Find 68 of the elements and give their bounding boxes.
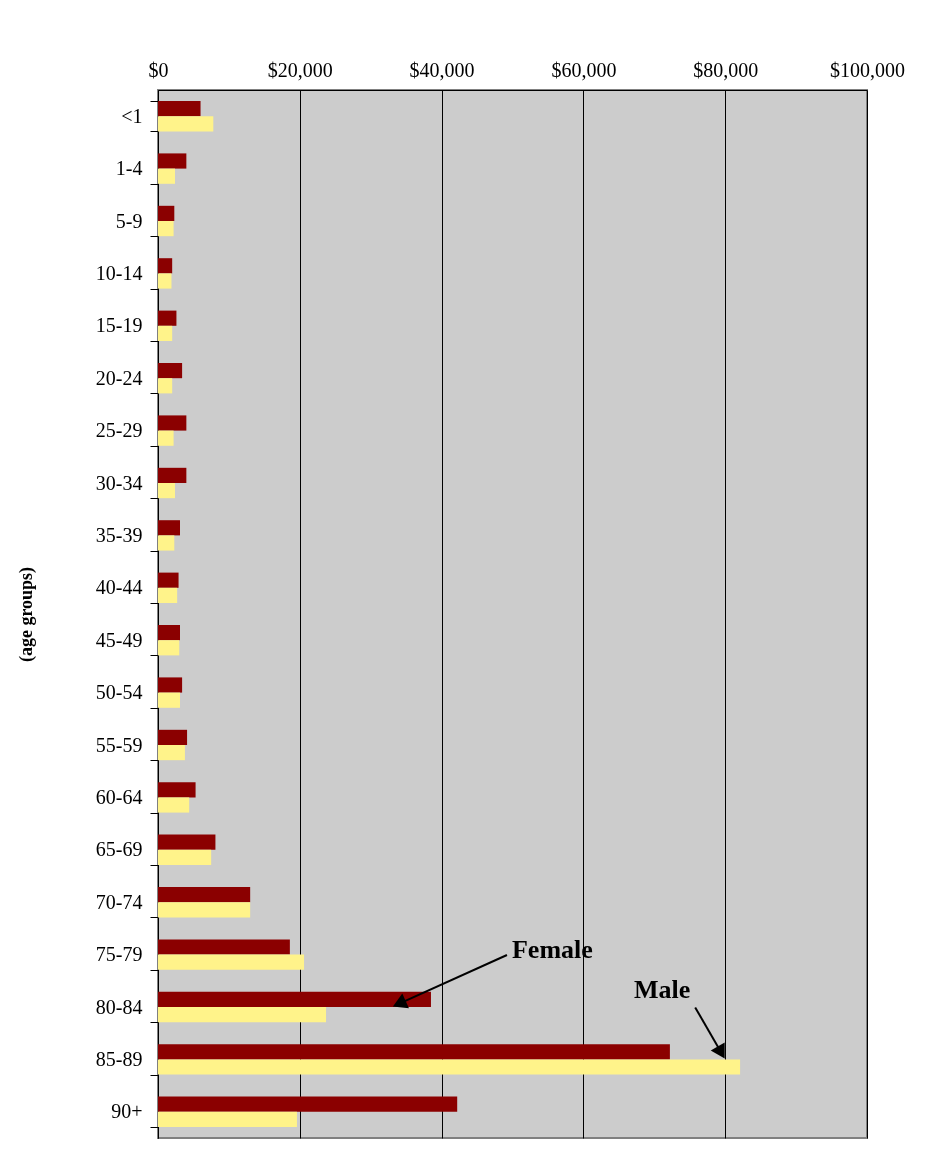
- y-tick-label: 55-59: [95, 733, 143, 756]
- bar: [158, 520, 180, 536]
- bar: [158, 849, 212, 865]
- bar: [158, 415, 187, 431]
- bar: [158, 535, 175, 551]
- bar: [158, 1059, 741, 1075]
- bar: [158, 887, 251, 903]
- y-tick-label: 50-54: [95, 681, 143, 704]
- bar: [158, 101, 201, 117]
- x-tick-label: $80,000: [693, 58, 759, 81]
- bar: [158, 273, 172, 289]
- bar: [158, 363, 183, 379]
- y-axis-title: (age groups): [15, 566, 37, 663]
- y-tick-label: 5-9: [115, 209, 143, 232]
- bar: [158, 939, 290, 955]
- bar: [158, 745, 185, 761]
- bar: [158, 310, 177, 326]
- bar: [158, 692, 180, 708]
- bar: [158, 153, 187, 169]
- y-tick-label: 65-69: [95, 838, 143, 861]
- y-tick-label: 20-24: [95, 366, 143, 389]
- bar: [158, 116, 214, 132]
- bar: [158, 782, 196, 798]
- bar: [158, 954, 305, 970]
- bar: [158, 168, 176, 184]
- y-tick-label: 75-79: [95, 943, 143, 966]
- bar: [158, 378, 173, 394]
- x-tick-label: $20,000: [267, 58, 333, 81]
- y-tick-label: 60-64: [95, 785, 143, 808]
- bar: [158, 587, 178, 603]
- bar: [158, 640, 180, 656]
- x-tick-label: $100,000: [830, 58, 905, 81]
- bar: [158, 991, 431, 1007]
- y-tick-label: 30-34: [95, 471, 143, 494]
- bar: [158, 797, 190, 813]
- y-tick-label: 40-44: [95, 576, 143, 599]
- bar: [158, 483, 176, 499]
- bar: [158, 902, 251, 918]
- y-tick-label: 90+: [111, 1100, 143, 1123]
- x-tick-label: $40,000: [409, 58, 475, 81]
- bar: [158, 729, 188, 745]
- bar: [158, 1044, 670, 1060]
- bar: [158, 258, 173, 274]
- y-tick-label: <1: [121, 104, 143, 127]
- x-tick-label: $60,000: [551, 58, 617, 81]
- y-tick-label: 45-49: [95, 628, 143, 651]
- bar: [158, 1007, 327, 1023]
- y-tick-label: 15-19: [95, 314, 143, 337]
- y-tick-label: 35-39: [95, 523, 143, 546]
- y-tick-label: 70-74: [95, 890, 143, 913]
- y-tick-label: 10-14: [95, 261, 143, 284]
- y-tick-label: 25-29: [95, 419, 143, 442]
- bar: [158, 834, 216, 850]
- bar: [158, 325, 173, 341]
- bar: [158, 572, 179, 588]
- bar: [158, 221, 174, 237]
- annotation: Male: [633, 975, 691, 1005]
- bar: [158, 677, 183, 693]
- bar: [158, 1096, 458, 1112]
- x-tick-label: $0: [148, 58, 169, 81]
- bar: [158, 205, 175, 221]
- y-tick-label: 1-4: [115, 157, 143, 180]
- bar: [158, 625, 180, 641]
- bar: [158, 1111, 297, 1127]
- bar: [158, 467, 187, 483]
- y-tick-label: 85-89: [95, 1047, 143, 1070]
- y-tick-label: 80-84: [95, 995, 143, 1018]
- bar: [158, 430, 174, 446]
